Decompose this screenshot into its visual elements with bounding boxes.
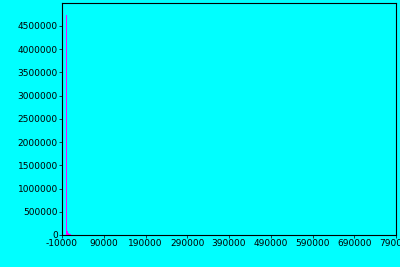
Bar (70, 234, 71, 235)
Bar (67, 231, 68, 235)
Bar (68, 233, 69, 235)
Bar (69, 234, 70, 235)
Bar (66, 15, 67, 235)
Bar (71, 234, 72, 235)
